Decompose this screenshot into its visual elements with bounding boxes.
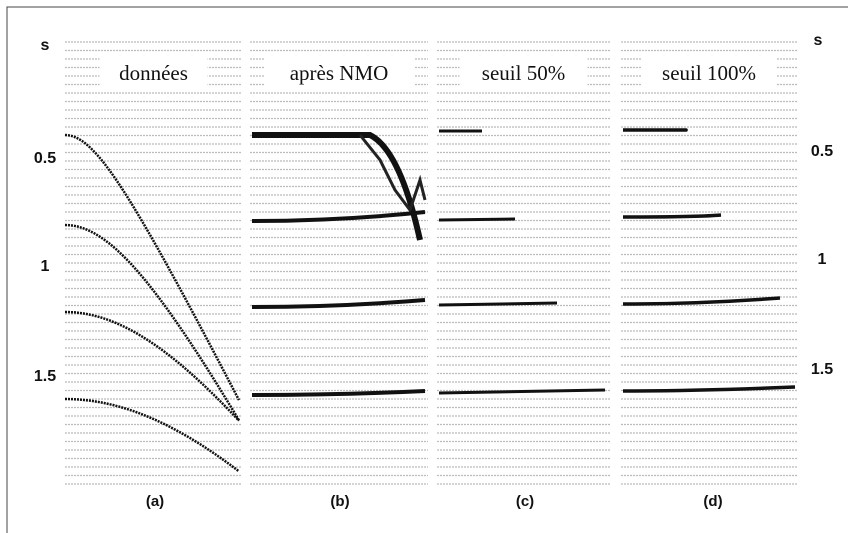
panel-title: données: [119, 61, 188, 85]
reflection: [438, 217, 516, 222]
panel-caption: (c): [516, 493, 534, 510]
tick-label: 1.5: [811, 361, 833, 378]
panel-caption: (a): [146, 493, 164, 510]
panel-caption: (d): [703, 493, 722, 510]
reflection: [622, 213, 722, 219]
stretch: [358, 134, 427, 214]
events: [64, 128, 796, 473]
panel-title: seuil 100%: [662, 61, 756, 85]
reflection: [251, 389, 426, 397]
reflection: [622, 385, 796, 393]
frame: [6, 6, 848, 533]
title-box: [264, 58, 414, 86]
panel-caption: (b): [330, 493, 349, 510]
reflection: [438, 301, 558, 307]
reflection: [438, 388, 606, 395]
reflection: [64, 223, 241, 421]
tick-label: 1: [818, 251, 827, 268]
reflection: [251, 298, 426, 309]
axis-unit: s: [41, 37, 50, 54]
tick-label: 0.5: [34, 150, 56, 167]
axis-unit: s: [814, 32, 823, 49]
reflection: [252, 132, 423, 241]
reflection: [64, 133, 241, 401]
tick-label: 0.5: [811, 143, 833, 160]
reflection: [65, 397, 240, 473]
panel-title: seuil 50%: [482, 61, 565, 85]
reflection: [622, 296, 781, 306]
title-box: [641, 58, 777, 86]
title-box: [99, 58, 208, 86]
title-box: [459, 58, 588, 86]
panel-title: après NMO: [290, 61, 389, 85]
tick-label: 1.5: [34, 368, 56, 385]
reflection: [65, 310, 240, 422]
labels: s 0.5 1 1.5 s 0.5 1 1.5 données (a) après …: [34, 32, 833, 510]
reflection: [251, 210, 426, 223]
tick-label: 1: [41, 258, 50, 275]
